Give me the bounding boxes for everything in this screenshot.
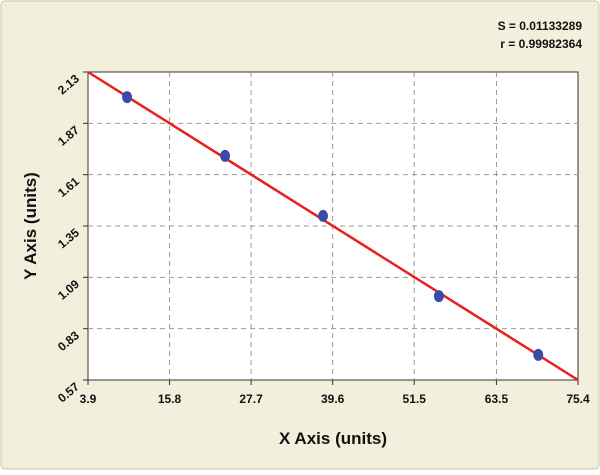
data-point: [122, 91, 133, 104]
x-tick-label: 51.5: [403, 392, 427, 406]
x-tick-label: 39.6: [321, 392, 345, 406]
data-point: [220, 149, 231, 162]
x-tick-label: 27.7: [239, 392, 263, 406]
x-tick-label: 15.8: [158, 392, 182, 406]
annotation: S = 0.01133289: [498, 19, 583, 33]
data-point: [433, 290, 444, 303]
x-tick-label: 75.4: [566, 392, 590, 406]
x-tick-label: 63.5: [485, 392, 509, 406]
x-tick-label: 3.9: [80, 392, 97, 406]
annotation: r = 0.99982364: [500, 37, 582, 51]
x-axis-label: X Axis (units): [279, 429, 387, 448]
data-point: [318, 209, 329, 222]
data-point: [533, 348, 544, 361]
fit-line: [87, 70, 579, 382]
y-axis-label: Y Axis (units): [21, 172, 40, 280]
